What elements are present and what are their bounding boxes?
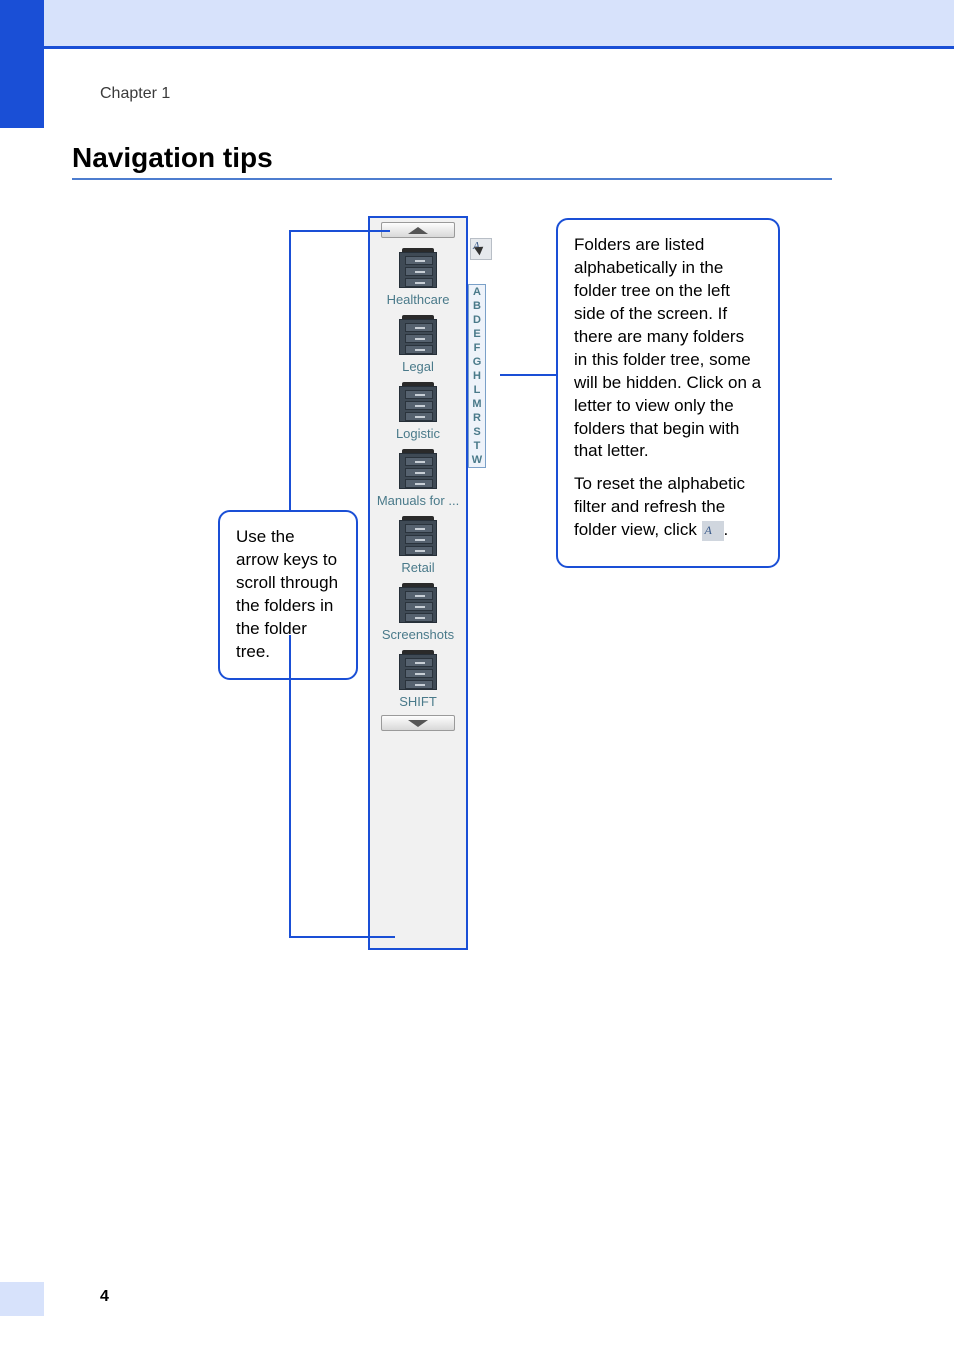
file-cabinet-icon: [399, 516, 437, 556]
section-title: Navigation tips: [72, 142, 273, 174]
folder-label: Healthcare: [370, 292, 466, 307]
folder-tree-screenshot: Healthcare Legal Logistic Manuals for ... Re…: [368, 216, 500, 956]
alpha-letter[interactable]: M: [469, 397, 485, 411]
folder-item[interactable]: SHIFT: [370, 644, 466, 711]
file-cabinet-icon: [399, 248, 437, 288]
folder-label: Legal: [370, 359, 466, 374]
side-accent-bottom: [0, 1282, 44, 1316]
alpha-letter[interactable]: D: [469, 313, 485, 327]
alpha-filter-strip: ABDEFGHLMRSTW: [468, 284, 486, 468]
scroll-down-button[interactable]: [381, 715, 455, 731]
callout-alpha-filter: Folders are listed alphabetically in the…: [556, 218, 780, 568]
folder-label: SHIFT: [370, 694, 466, 709]
file-cabinet-icon: [399, 650, 437, 690]
folder-label: Manuals for ...: [370, 493, 466, 508]
folder-label: Retail: [370, 560, 466, 575]
alpha-letter[interactable]: H: [469, 369, 485, 383]
alpha-letter[interactable]: G: [469, 355, 485, 369]
callout-paragraph: To reset the alphabetic filter and refre…: [574, 473, 762, 542]
file-cabinet-icon: [399, 449, 437, 489]
scroll-up-button[interactable]: [381, 222, 455, 238]
folder-label: Screenshots: [370, 627, 466, 642]
alpha-letter[interactable]: L: [469, 383, 485, 397]
folder-item[interactable]: Healthcare: [370, 242, 466, 309]
folder-item[interactable]: Screenshots: [370, 577, 466, 644]
callout-text: Use the arrow keys to scroll through the…: [236, 527, 338, 661]
reset-filter-icon[interactable]: A: [470, 238, 492, 260]
folder-item[interactable]: Logistic: [370, 376, 466, 443]
page-number: 4: [100, 1288, 109, 1306]
reset-filter-icon: A: [702, 521, 724, 541]
folder-item[interactable]: Retail: [370, 510, 466, 577]
header-rule: [0, 46, 954, 49]
callout-paragraph: Folders are listed alphabetically in the…: [574, 234, 762, 463]
alpha-letter[interactable]: A: [469, 285, 485, 299]
alpha-letter[interactable]: T: [469, 439, 485, 453]
section-rule: [72, 178, 832, 180]
alpha-letter[interactable]: F: [469, 341, 485, 355]
folder-item[interactable]: Legal: [370, 309, 466, 376]
alpha-letter[interactable]: B: [469, 299, 485, 313]
alpha-letter[interactable]: W: [469, 453, 485, 467]
file-cabinet-icon: [399, 583, 437, 623]
callout-arrow-keys: Use the arrow keys to scroll through the…: [218, 510, 358, 680]
callout-text: .: [724, 520, 729, 539]
alpha-letter[interactable]: E: [469, 327, 485, 341]
side-accent-top: [0, 0, 44, 128]
folder-label: Logistic: [370, 426, 466, 441]
file-cabinet-icon: [399, 315, 437, 355]
chapter-label: Chapter 1: [100, 85, 170, 103]
file-cabinet-icon: [399, 382, 437, 422]
folder-tree: Healthcare Legal Logistic Manuals for ... Re…: [370, 218, 466, 948]
alpha-letter[interactable]: S: [469, 425, 485, 439]
header-band: [0, 0, 954, 46]
document-page: Chapter 1 Navigation tips Use the arrow …: [0, 0, 954, 1348]
cursor-icon: [474, 243, 486, 256]
folder-item[interactable]: Manuals for ...: [370, 443, 466, 510]
alpha-letter[interactable]: R: [469, 411, 485, 425]
